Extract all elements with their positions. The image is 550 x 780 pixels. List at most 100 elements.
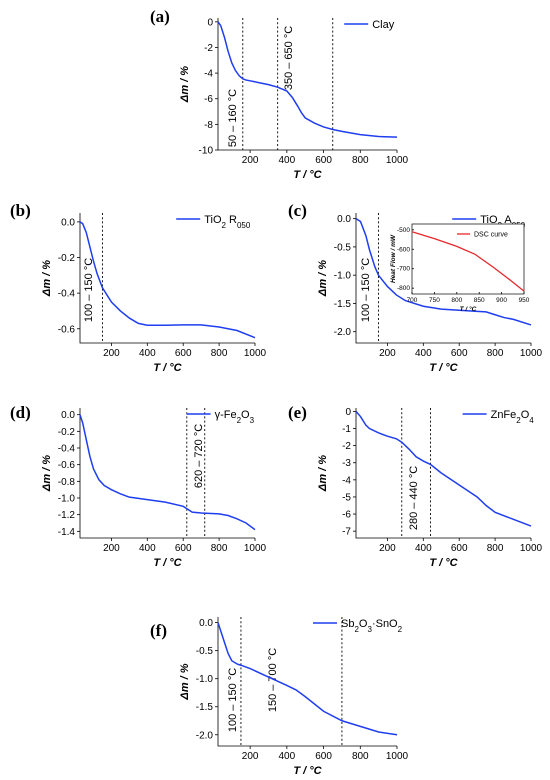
x-tick-label: 800 xyxy=(487,348,504,359)
inset-y-tick-label: -600 xyxy=(397,246,410,253)
panel-d: (d) 200 400 600 800 1000 0.0 -0.2 -0.4 -0.6 -0.8 -1… xyxy=(10,403,267,569)
y-tick-label: -0.6 xyxy=(58,324,76,335)
x-tick-label: 600 xyxy=(175,543,192,554)
y-tick-label: -4 xyxy=(342,475,351,486)
y-tick-label: 0.0 xyxy=(61,217,75,228)
panel-e: (e) 200 400 600 800 1000 0 -1 -2 -3 -4 -5 -6 -7 T / °C… xyxy=(288,403,543,569)
y-tick-label: -1.0 xyxy=(334,271,352,282)
range-annotation: 620 – 720 °C xyxy=(193,424,205,488)
y-tick-label: -0.5 xyxy=(334,242,352,253)
y-tick-label: -0.4 xyxy=(58,289,76,300)
y-tick-label: -1.0 xyxy=(196,674,214,685)
range-annotation: 100 – 150 °C xyxy=(360,258,372,322)
y-tick-label: 0.0 xyxy=(337,214,351,225)
y-tick-label: -1 xyxy=(342,424,351,435)
x-tick-label: 1000 xyxy=(244,348,267,359)
x-axis-label: T / °C xyxy=(429,362,458,374)
x-tick-label: 400 xyxy=(279,155,296,166)
panel-label-f: (f) xyxy=(150,621,167,640)
x-tick-label: 600 xyxy=(315,155,332,166)
inset-legend-label: DSC curve xyxy=(474,232,508,239)
x-tick-label: 800 xyxy=(211,543,228,554)
legend-label: Clay xyxy=(372,19,395,31)
series-line xyxy=(217,622,398,736)
x-tick-label: 800 xyxy=(211,348,228,359)
y-axis-label: Δm / % xyxy=(317,260,329,297)
x-tick-label: 400 xyxy=(415,348,432,359)
y-tick-label: -1.0 xyxy=(58,494,76,505)
inset-x-tick-label: 700 xyxy=(407,297,418,304)
x-axis-label: T / °C xyxy=(293,169,322,181)
x-tick-label: 200 xyxy=(242,751,259,762)
panel-a: (a) 200 400 600 800 1000 0 -2 -4 -6 -8 -10 T / °C Δm … xyxy=(150,7,409,181)
x-axis-label: T / °C xyxy=(429,557,458,569)
legend-label: ZnFe2O4 xyxy=(491,409,535,425)
panel-c: (c) 200 400 600 800 1000 0.0 -0.5 -1.0 -1.5 -2.0 T … xyxy=(288,201,543,374)
series-line xyxy=(217,21,398,138)
axes-frame xyxy=(217,18,397,151)
y-axis-label: Δm / % xyxy=(41,455,53,492)
range-annotation: 100 – 150 °C xyxy=(227,668,239,732)
y-tick-label: -0.8 xyxy=(58,477,76,488)
axes-frame xyxy=(79,213,255,344)
inset-x-axis-label: T / °C xyxy=(460,305,477,313)
axes-frame xyxy=(355,213,531,344)
x-tick-label: 1000 xyxy=(520,543,543,554)
legend-label: TiO2 R050 xyxy=(204,214,251,230)
y-tick-label: -0.5 xyxy=(196,646,214,657)
panel-label-c: (c) xyxy=(288,201,307,220)
y-axis-label: Δm / % xyxy=(317,455,329,492)
x-tick-label: 600 xyxy=(175,348,192,359)
axes-frame xyxy=(79,408,255,539)
range-annotation: 280 – 440 °C xyxy=(408,466,420,530)
x-tick-label: 400 xyxy=(139,543,156,554)
y-tick-label: -2 xyxy=(342,441,351,452)
y-tick-label: -3 xyxy=(342,458,351,469)
inset-x-tick-label: 750 xyxy=(429,297,440,304)
x-axis-label: T / °C xyxy=(153,557,182,569)
panel-label-b: (b) xyxy=(10,201,31,220)
dsc-curve xyxy=(411,231,525,292)
x-tick-label: 1000 xyxy=(520,348,543,359)
x-tick-label: 200 xyxy=(379,348,396,359)
x-axis-label: T / °C xyxy=(153,362,182,374)
y-tick-label: -1.2 xyxy=(58,510,76,521)
inset-y-tick-label: -700 xyxy=(397,266,410,273)
y-tick-label: 0.0 xyxy=(199,618,213,629)
y-axis-label: Δm / % xyxy=(41,260,53,297)
series-line xyxy=(79,414,256,531)
range-annotation: 100 – 150 °C xyxy=(83,258,95,322)
x-tick-label: 1000 xyxy=(386,155,409,166)
y-tick-label: -1.5 xyxy=(196,702,214,713)
y-tick-label: -8 xyxy=(204,120,213,131)
x-tick-label: 200 xyxy=(103,543,120,554)
axes-frame xyxy=(355,408,531,539)
inset-y-tick-label: -800 xyxy=(397,285,410,292)
panel-label-a: (a) xyxy=(150,7,170,26)
x-tick-label: 400 xyxy=(139,348,156,359)
x-tick-label: 1000 xyxy=(386,751,409,762)
x-tick-label: 200 xyxy=(103,348,120,359)
x-tick-label: 600 xyxy=(451,543,468,554)
panel-label-e: (e) xyxy=(288,403,307,422)
y-tick-label: -0.4 xyxy=(58,444,76,455)
y-tick-label: -2 xyxy=(204,43,213,54)
y-axis-label: Δm / % xyxy=(179,66,191,103)
panel-f: (f) 200 400 600 800 1000 0.0 -0.5 -1.0 -1.5 -2.0 T … xyxy=(150,617,409,777)
range-annotation: 350 – 650 °C xyxy=(283,26,295,90)
range-annotation: 150 – 700 °C xyxy=(267,648,279,712)
inset-x-tick-label: 850 xyxy=(474,297,485,304)
x-tick-label: 800 xyxy=(352,155,369,166)
y-tick-label: -6 xyxy=(342,510,351,521)
x-tick-label: 800 xyxy=(487,543,504,554)
y-tick-label: -7 xyxy=(342,527,351,538)
y-tick-label: -1.5 xyxy=(334,299,352,310)
y-tick-label: -10 xyxy=(199,146,214,157)
legend-label: Sb2O3·SnO2 xyxy=(341,618,403,634)
legend-label: γ-Fe2O3 xyxy=(215,409,255,425)
inset-x-tick-label: 950 xyxy=(519,297,530,304)
y-tick-label: -1.4 xyxy=(58,527,76,538)
y-axis-label: Δm / % xyxy=(179,663,191,700)
y-tick-label: -5 xyxy=(342,492,351,503)
x-tick-label: 200 xyxy=(379,543,396,554)
